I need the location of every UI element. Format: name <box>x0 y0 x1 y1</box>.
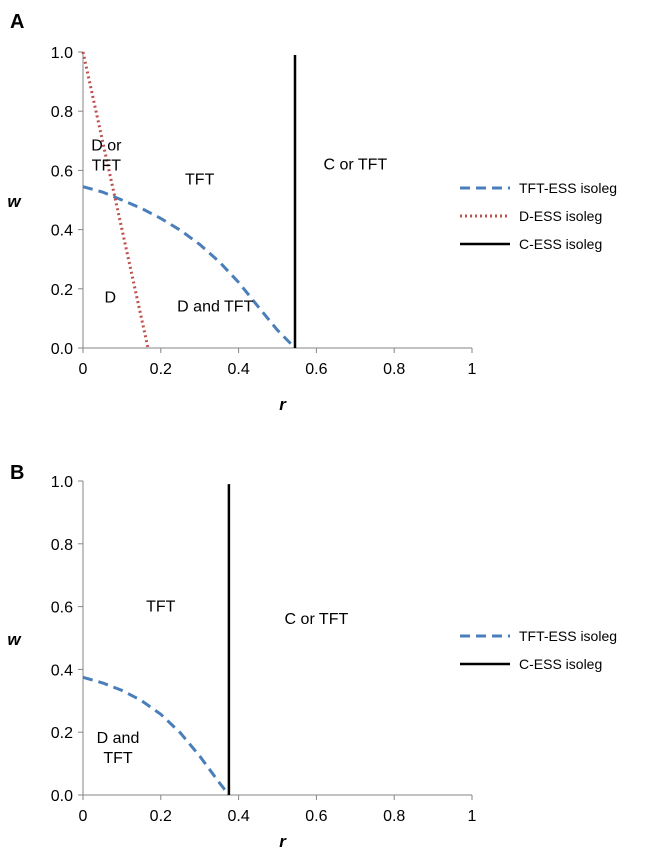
panel-a: A 0 0.2 0.4 0.6 0.8 1 0.0 0.2 0.4 0.6 0.8 1.0 r w TFT-E… <box>7 11 617 414</box>
x-tick-label: 0.6 <box>305 361 327 378</box>
x-axis-label: r <box>279 395 287 414</box>
y-tick-label: 0.2 <box>51 725 73 742</box>
panel-b: B 0 0.2 0.4 0.6 0.8 1 0.0 0.2 0.4 0.6 0.8 1.0 r w TFT-E… <box>7 462 617 851</box>
x-tick-label: 0 <box>79 361 88 378</box>
region-label: D <box>104 290 116 307</box>
x-tick-label: 0.6 <box>305 808 327 825</box>
region-label: D or <box>91 138 122 155</box>
x-tick-label: 1 <box>468 808 477 825</box>
x-tick-label: 0.2 <box>150 361 172 378</box>
region-label: TFT <box>92 158 122 175</box>
y-tick-label: 1.0 <box>51 474 73 491</box>
y-tick-label: 0.4 <box>51 223 73 240</box>
legend-label: C-ESS isoleg <box>519 656 602 672</box>
y-axis-label: w <box>7 630 22 649</box>
y-tick-label: 0.2 <box>51 282 73 299</box>
x-tick-label: 0.4 <box>227 808 249 825</box>
y-tick-label: 1.0 <box>51 45 73 62</box>
region-label: TFT <box>146 599 176 616</box>
y-tick-label: 0.0 <box>51 788 73 805</box>
y-tick-label: 0.0 <box>51 341 73 358</box>
x-tick-label: 0.2 <box>150 808 172 825</box>
y-tick-label: 0.8 <box>51 104 73 121</box>
y-tick-label: 0.8 <box>51 537 73 554</box>
x-tick-label: 0.8 <box>383 361 405 378</box>
region-label: D and TFT <box>177 299 253 316</box>
x-tick-label: 0.8 <box>383 808 405 825</box>
region-label: C or TFT <box>285 611 349 628</box>
x-tick-label: 0.4 <box>227 361 249 378</box>
y-tick-label: 0.6 <box>51 163 73 180</box>
y-tick-label: 0.4 <box>51 662 73 679</box>
region-label: TFT <box>103 750 133 767</box>
y-tick-label: 0.6 <box>51 600 73 617</box>
x-tick-label: 0 <box>79 808 88 825</box>
x-axis-label: r <box>279 832 287 851</box>
x-tick-label: 1 <box>468 361 477 378</box>
series-line-tft-ess-isoleg <box>82 185 297 350</box>
panel-label: A <box>10 11 24 33</box>
region-label: TFT <box>185 171 215 188</box>
legend-label: TFT-ESS isoleg <box>519 628 617 644</box>
legend-label: D-ESS isoleg <box>519 208 602 224</box>
y-axis-label: w <box>7 192 22 211</box>
legend-label: C-ESS isoleg <box>519 236 602 252</box>
series-line-d-ess-isoleg <box>81 51 150 349</box>
panel-label: B <box>10 462 24 484</box>
series-line-tft-ess-isoleg <box>82 675 231 796</box>
region-label: D and <box>97 730 140 747</box>
region-label: C or TFT <box>323 156 387 173</box>
legend-label: TFT-ESS isoleg <box>519 180 617 196</box>
